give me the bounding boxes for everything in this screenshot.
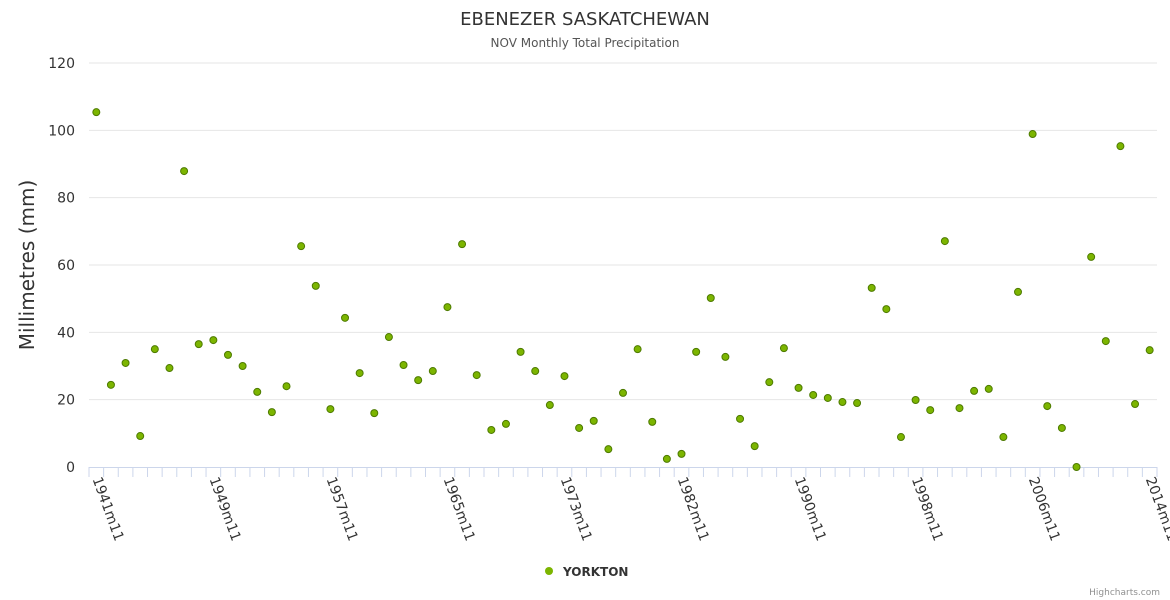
data-point[interactable]	[209, 336, 218, 345]
data-point[interactable]	[926, 406, 935, 415]
data-point[interactable]	[443, 303, 452, 312]
data-point[interactable]	[1028, 130, 1037, 139]
x-tick-label: 1973m11	[557, 475, 595, 544]
chart-title: EBENEZER SASKATCHEWAN	[460, 9, 710, 30]
x-tick-label: 1965m11	[440, 475, 478, 544]
data-point[interactable]	[121, 358, 130, 367]
credits-link[interactable]: Highcharts.com	[1089, 588, 1160, 598]
y-tick-label: 80	[57, 191, 75, 207]
data-point[interactable]	[721, 352, 730, 361]
data-point[interactable]	[633, 345, 642, 354]
data-point[interactable]	[677, 449, 686, 458]
data-point[interactable]	[765, 378, 774, 387]
data-point[interactable]	[414, 376, 423, 385]
data-point[interactable]	[560, 372, 569, 381]
chart-subtitle: NOV Monthly Total Precipitation	[491, 36, 680, 50]
data-point[interactable]	[809, 390, 818, 399]
data-point[interactable]	[194, 340, 203, 349]
data-point[interactable]	[238, 362, 247, 370]
data-point[interactable]	[853, 399, 862, 408]
data-point[interactable]	[955, 404, 964, 413]
data-point[interactable]	[165, 364, 174, 373]
data-point[interactable]	[692, 347, 701, 356]
data-point[interactable]	[458, 240, 467, 249]
y-tick-label: 60	[57, 258, 75, 274]
data-point[interactable]	[940, 237, 949, 246]
data-point[interactable]	[341, 313, 350, 322]
data-point[interactable]	[253, 387, 262, 396]
data-point[interactable]	[970, 386, 979, 395]
x-tick-label: 1941m11	[89, 475, 127, 544]
data-point[interactable]	[882, 305, 891, 314]
data-point[interactable]	[984, 384, 993, 393]
data-point[interactable]	[487, 425, 496, 434]
data-point[interactable]	[106, 380, 115, 389]
data-point[interactable]	[662, 454, 671, 463]
data-point[interactable]	[750, 442, 759, 451]
legend-label: YORKTON	[562, 565, 628, 579]
data-point[interactable]	[326, 405, 335, 414]
data-point[interactable]	[1043, 402, 1052, 411]
x-tick-label: 1990m11	[791, 475, 829, 544]
data-point[interactable]	[472, 371, 481, 380]
data-point[interactable]	[355, 369, 364, 378]
data-point[interactable]	[92, 108, 101, 117]
data-point[interactable]	[604, 445, 613, 454]
y-tick-label: 40	[57, 325, 75, 341]
data-point[interactable]	[1131, 400, 1140, 409]
data-point[interactable]	[180, 167, 189, 176]
data-point[interactable]	[648, 417, 657, 426]
data-point[interactable]	[1116, 142, 1125, 151]
data-point[interactable]	[838, 398, 847, 407]
data-point[interactable]	[384, 333, 393, 342]
x-tick-label: 1998m11	[908, 475, 946, 544]
y-tick-label: 0	[66, 460, 75, 476]
data-point[interactable]	[150, 345, 159, 354]
data-point[interactable]	[399, 360, 408, 369]
data-point[interactable]	[516, 347, 525, 356]
data-point[interactable]	[911, 396, 920, 405]
data-point[interactable]	[370, 409, 379, 418]
legend-item-yorkton[interactable]: YORKTON	[545, 565, 628, 579]
data-point[interactable]	[1145, 346, 1154, 355]
data-point[interactable]	[589, 416, 598, 425]
data-point[interactable]	[618, 388, 627, 397]
y-axis-label: Millimetres (mm)	[15, 180, 39, 351]
y-tick-label: 20	[57, 393, 75, 409]
data-point[interactable]	[531, 367, 540, 376]
data-point[interactable]	[282, 382, 291, 391]
data-point[interactable]	[267, 408, 276, 417]
data-point[interactable]	[736, 414, 745, 423]
x-tick-label: 1957m11	[323, 475, 361, 544]
data-point[interactable]	[1101, 337, 1110, 346]
data-point[interactable]	[706, 293, 715, 302]
data-point[interactable]	[823, 393, 832, 402]
x-tick-label: 2014m11	[1142, 475, 1170, 544]
data-point[interactable]	[297, 242, 306, 251]
data-point[interactable]	[136, 432, 145, 441]
data-point[interactable]	[896, 433, 905, 442]
data-point[interactable]	[779, 344, 788, 353]
data-point[interactable]	[999, 433, 1008, 442]
data-point[interactable]	[1087, 252, 1096, 261]
data-point[interactable]	[428, 367, 437, 376]
data-point[interactable]	[1057, 423, 1066, 432]
data-point[interactable]	[501, 419, 510, 428]
data-point[interactable]	[1014, 287, 1023, 296]
data-point[interactable]	[545, 401, 554, 410]
x-tick-label: 2006m11	[1025, 475, 1063, 544]
data-point[interactable]	[311, 281, 320, 290]
data-point[interactable]	[223, 350, 232, 359]
data-point[interactable]	[575, 423, 584, 432]
x-tick-label: 1982m11	[674, 475, 712, 544]
data-point[interactable]	[794, 383, 803, 392]
data-point[interactable]	[1072, 463, 1081, 471]
y-tick-label: 100	[48, 123, 75, 139]
x-tick-label: 1949m11	[206, 475, 244, 544]
data-point[interactable]	[867, 283, 876, 292]
legend-marker	[545, 567, 553, 575]
y-tick-label: 120	[48, 56, 75, 72]
